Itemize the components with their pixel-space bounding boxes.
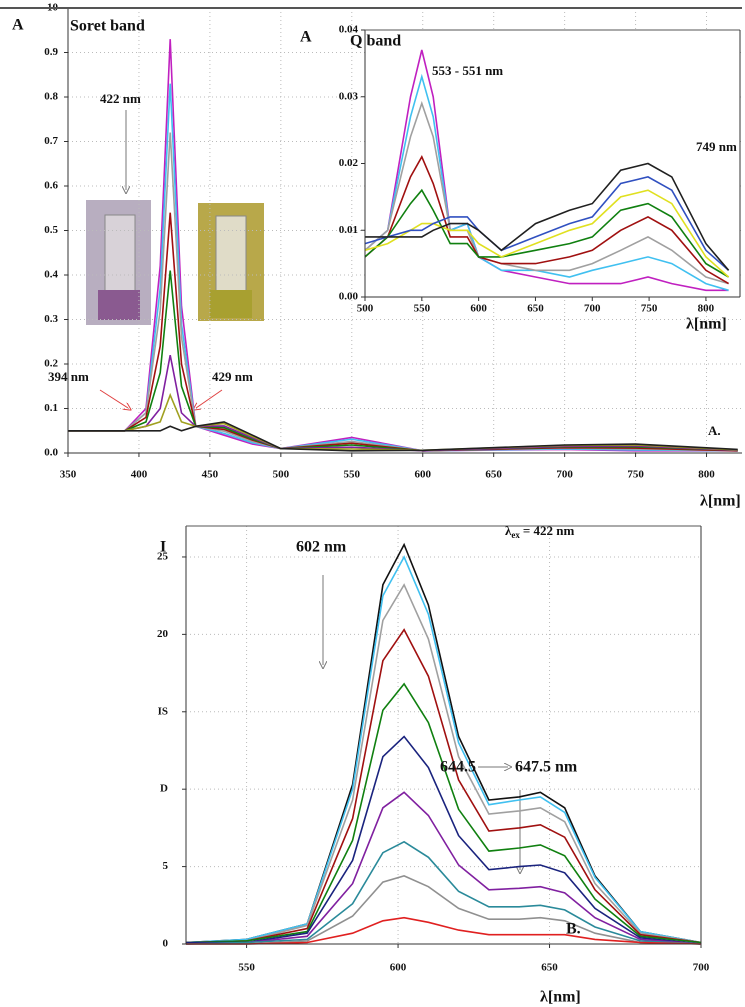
x-tick-label: 450 bbox=[202, 469, 219, 481]
spectrum-line bbox=[364, 189, 730, 278]
chart: 0.00 0.01 0.02 0.03 0.04 500 550 600 650 700 750 80… bbox=[300, 24, 741, 333]
spectrum-line bbox=[185, 542, 702, 944]
x-tick-label: 550 bbox=[344, 469, 361, 481]
y-tick-label: 0.0 bbox=[44, 447, 58, 459]
y-tick-label: 0.7 bbox=[44, 135, 58, 147]
spectrum-line bbox=[186, 735, 702, 945]
excitation-label: λex = 422 nm bbox=[505, 523, 575, 540]
x-tick-label: 550 bbox=[238, 962, 255, 974]
excitation-symbol: λ bbox=[505, 523, 512, 538]
y-tick-label: 0.2 bbox=[44, 358, 58, 370]
spectrum-line bbox=[365, 162, 730, 271]
spectrum-line bbox=[364, 73, 729, 292]
spectrum-line bbox=[185, 628, 702, 944]
y-tick-label: 0.04 bbox=[339, 24, 359, 36]
excitation-text: = 422 nm bbox=[523, 523, 575, 538]
x-tick-label: 500 bbox=[273, 469, 290, 481]
y-tick-label: 0.1 bbox=[44, 402, 58, 414]
spectrum-line bbox=[68, 392, 738, 452]
y-tick-label: 20 bbox=[157, 628, 169, 640]
x-tick-label: 650 bbox=[541, 962, 558, 974]
x-tick-label: 500 bbox=[357, 303, 374, 315]
spectrum-line bbox=[364, 154, 730, 285]
chart: 0 5 D IS 20 25 550 600 650 700 Iλ[nm] 602 nm 644.5 64… bbox=[157, 523, 710, 1006]
annotation: 602 nm bbox=[296, 539, 347, 556]
annotation: 749 nm bbox=[696, 139, 737, 154]
y-tick-label: 0.4 bbox=[44, 269, 58, 281]
x-tick-label: 650 bbox=[527, 303, 544, 315]
x-axis-label: λ[nm] bbox=[540, 989, 581, 1006]
y-axis-label: I bbox=[160, 539, 166, 556]
x-tick-label: 700 bbox=[556, 469, 573, 481]
annotation: Soret band bbox=[70, 18, 145, 35]
y-tick-label: 0.02 bbox=[339, 157, 359, 169]
y-axis-label: A bbox=[300, 29, 312, 46]
annotation: 429 nm bbox=[212, 369, 253, 384]
x-tick-label: 550 bbox=[414, 303, 431, 315]
x-tick-label: 600 bbox=[470, 303, 487, 315]
excitation-subscript: ex bbox=[511, 530, 520, 540]
cuvette-solution bbox=[210, 290, 252, 318]
y-tick-label: 0.8 bbox=[44, 91, 58, 103]
x-tick-label: 800 bbox=[698, 303, 715, 315]
x-tick-label: 700 bbox=[584, 303, 601, 315]
annotation: 422 nm bbox=[100, 91, 141, 106]
spectrum-line bbox=[185, 791, 702, 945]
annotation: A. bbox=[708, 423, 721, 438]
spectrum-line bbox=[185, 682, 702, 944]
y-tick-label: 0.03 bbox=[339, 90, 359, 102]
y-tick-label: 0.00 bbox=[339, 291, 359, 303]
y-tick-label: 25 bbox=[157, 550, 169, 562]
y-tick-label: 0.01 bbox=[339, 224, 358, 236]
y-tick-label: 0.3 bbox=[44, 313, 58, 325]
x-axis-label: λ[nm] bbox=[686, 316, 727, 333]
annotation: 394 nm bbox=[48, 369, 89, 384]
y-tick-label: IS bbox=[158, 705, 168, 717]
annotation: 644.5 bbox=[440, 759, 476, 776]
spectrum-line bbox=[68, 354, 738, 452]
y-tick-label: 0.9 bbox=[44, 46, 58, 58]
y-tick-label: 0.6 bbox=[44, 180, 58, 192]
x-tick-label: 400 bbox=[131, 469, 148, 481]
inset-background bbox=[365, 30, 740, 297]
x-tick-label: 600 bbox=[414, 469, 431, 481]
annotation: B. bbox=[566, 921, 581, 938]
annotation: Q band bbox=[350, 33, 401, 50]
spectrum-line bbox=[185, 583, 702, 944]
x-tick-label: 750 bbox=[627, 469, 644, 481]
spectrum-line bbox=[186, 875, 702, 945]
x-axis-label: λ[nm] bbox=[700, 493, 741, 510]
arrow bbox=[196, 389, 223, 408]
x-tick-label: 700 bbox=[693, 962, 710, 974]
y-axis-label: A bbox=[12, 17, 24, 34]
x-tick-label: 650 bbox=[485, 469, 502, 481]
cuvette-solution bbox=[98, 290, 140, 320]
spectrum-line bbox=[68, 421, 738, 452]
y-tick-label: D bbox=[160, 783, 168, 795]
spectrum-line bbox=[185, 555, 702, 944]
x-tick-label: 750 bbox=[641, 303, 658, 315]
x-tick-label: 600 bbox=[390, 962, 407, 974]
y-tick-label: 0.5 bbox=[44, 224, 58, 236]
y-tick-label: 5 bbox=[163, 860, 169, 872]
y-tick-label: 0 bbox=[163, 938, 169, 950]
arrow bbox=[99, 389, 128, 408]
annotation: 647.5 nm bbox=[515, 759, 578, 776]
annotation: 553 - 551 nm bbox=[432, 63, 503, 78]
spectrum-line bbox=[186, 916, 702, 945]
x-tick-label: 350 bbox=[60, 469, 77, 481]
spectrum-line bbox=[185, 840, 702, 945]
x-tick-label: 800 bbox=[698, 469, 715, 481]
